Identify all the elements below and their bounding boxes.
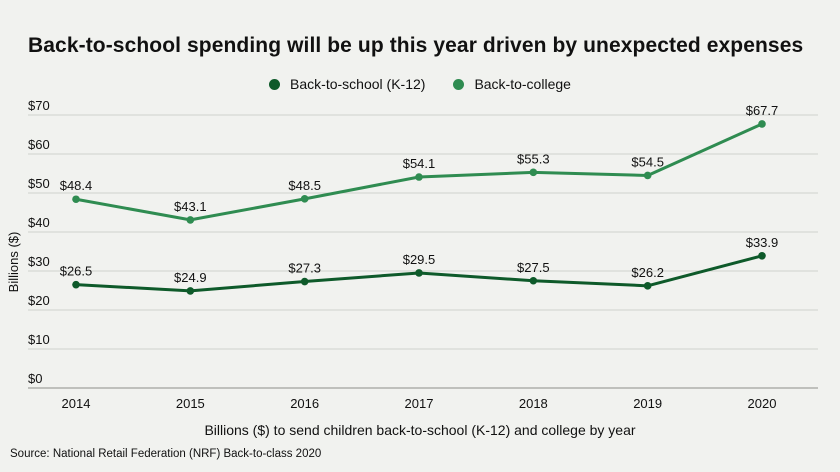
data-point [529,276,538,285]
x-tick-label: 2015 [176,396,205,411]
x-tick-label: 2014 [62,396,91,411]
data-label: $43.1 [174,199,207,214]
data-point [300,277,309,286]
y-tick-label: $50 [28,176,50,191]
x-tick-label: 2019 [633,396,662,411]
x-tick-label: 2017 [405,396,434,411]
data-point [300,195,309,203]
legend-marker-k12 [269,78,281,90]
legend-marker-college [453,78,465,90]
data-label: $27.3 [288,261,321,276]
data-point [415,269,423,277]
y-axis-title: Billions ($) [6,232,21,293]
data-point [529,168,538,177]
data-point [643,171,652,180]
data-point [758,120,766,128]
y-tick-label: $10 [28,332,50,347]
data-label: $55.3 [517,151,550,166]
data-label: $48.5 [288,178,321,193]
data-label: $26.2 [631,265,664,280]
legend-item-k12: Back-to-school (K-12) [269,76,425,92]
data-point [415,173,423,181]
data-label: $67.7 [746,103,779,118]
data-point [72,280,80,289]
legend-label-college: Back-to-college [474,76,571,92]
data-point [758,251,766,260]
chart-title: Back-to-school spending will be up this … [28,34,804,57]
x-tick-label: 2018 [519,396,548,411]
data-point [72,195,80,204]
y-tick-label: $70 [28,98,50,113]
data-label: $33.9 [746,235,779,250]
x-axis-title: Billions ($) to send children back-to-sc… [204,422,636,438]
data-label: $26.5 [60,264,93,279]
data-label: $54.5 [631,154,664,169]
data-point [186,216,195,224]
legend-item-college: Back-to-college [453,76,571,92]
data-label: $29.5 [403,252,436,267]
y-tick-label: $30 [28,254,50,269]
y-tick-label: $60 [28,137,50,152]
data-label: $48.4 [60,178,93,193]
data-label: $27.5 [517,260,550,275]
y-tick-label: $20 [28,293,50,308]
y-tick-label: $40 [28,215,50,230]
x-tick-label: 2016 [290,396,319,411]
data-label: $24.9 [174,270,207,285]
data-point [643,282,652,290]
x-tick-label: 2020 [748,396,777,411]
data-point [186,287,195,295]
legend-label-k12: Back-to-school (K-12) [290,76,426,92]
source-note: Source: National Retail Federation (NRF)… [10,448,322,460]
y-tick-label: $0 [28,371,42,386]
data-label: $54.1 [403,156,436,171]
chart-legend: Back-to-school (K-12) Back-to-college [0,76,840,92]
